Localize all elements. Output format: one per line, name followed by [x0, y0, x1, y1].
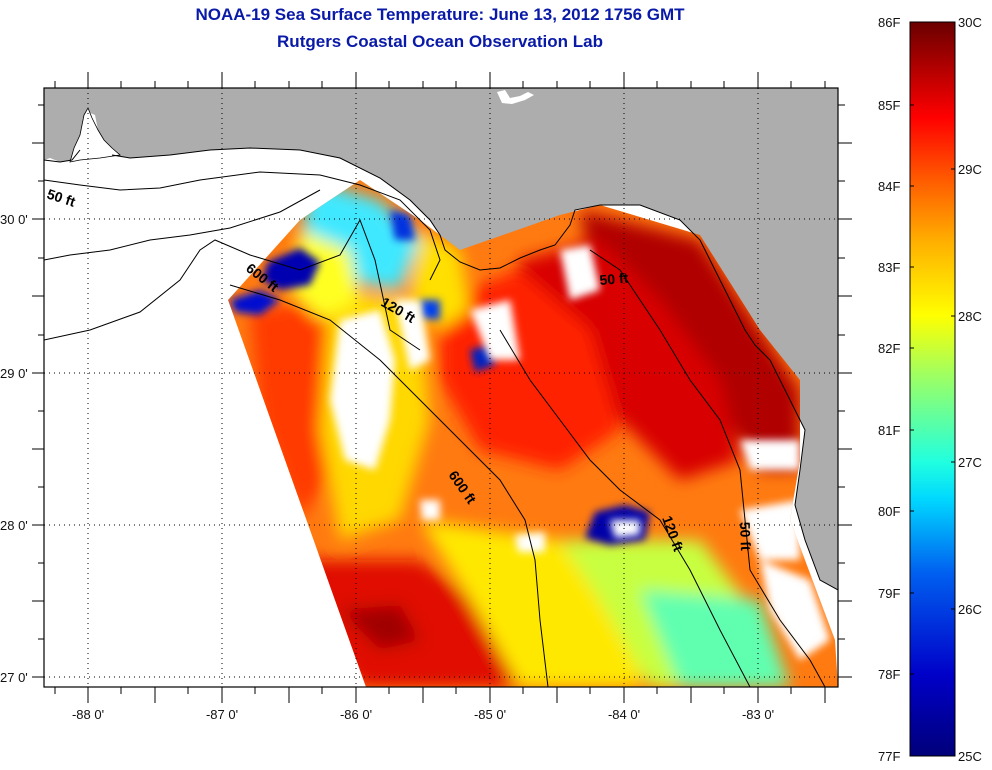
- land-mass: [44, 88, 838, 590]
- colorbar-f-label: 81F: [878, 423, 900, 438]
- contour-shelf-west: [44, 189, 321, 261]
- colorbar-f-label: 79F: [878, 586, 900, 601]
- contour-50ft-east: [589, 249, 826, 687]
- colorbar-c-label: 25C: [958, 749, 982, 764]
- colorbar-f-label: 84F: [878, 179, 900, 194]
- barrier-island: [69, 107, 121, 163]
- colorbar-c-label: 27C: [958, 455, 982, 470]
- y-axis-ticks: [32, 104, 852, 678]
- x-tick-label: -85 0': [474, 707, 506, 722]
- x-tick-label: -88 0': [72, 707, 104, 722]
- plot-frame: [43, 87, 839, 688]
- colorbar-ticks: [910, 104, 955, 675]
- colorbar: [909, 21, 956, 757]
- colorbar-f-label: 80F: [878, 504, 900, 519]
- colorbar-f-label: 77F: [878, 749, 900, 764]
- inland-lake: [497, 90, 534, 104]
- colorbar-c-label: 29C: [958, 162, 982, 177]
- depth-contours: [44, 171, 826, 687]
- x-tick-label: -84 0': [608, 707, 640, 722]
- contour-label: 50 ft: [737, 522, 754, 552]
- contour-50ft-west: [44, 171, 441, 281]
- map-subtitle: Rutgers Coastal Ocean Observation Lab: [277, 32, 603, 51]
- y-tick-label: 27 0': [0, 670, 28, 685]
- map-title: NOAA-19 Sea Surface Temperature: June 13…: [195, 5, 685, 24]
- x-tick-label: -83 0': [742, 707, 774, 722]
- contour-120ft: [44, 218, 751, 687]
- colorbar-f-label: 82F: [878, 341, 900, 356]
- y-tick-label: 29 0': [0, 366, 28, 381]
- y-tick-label: 28 0': [0, 518, 28, 533]
- colorbar-c-label: 28C: [958, 309, 982, 324]
- contour-label: 50 ft: [599, 270, 629, 288]
- colorbar-c-label: 26C: [958, 602, 982, 617]
- coastline: [44, 147, 838, 591]
- y-tick-label: 30 0': [0, 212, 28, 227]
- colorbar-c-label: 30C: [958, 15, 982, 30]
- colorbar-f-label: 78F: [878, 667, 900, 682]
- x-axis-ticks: [54, 72, 826, 703]
- colorbar-f-label: 86F: [878, 15, 900, 30]
- colorbar-f-label: 83F: [878, 260, 900, 275]
- colorbar-f-label: 85F: [878, 98, 900, 113]
- x-tick-label: -86 0': [340, 707, 372, 722]
- contour-600ft: [229, 284, 549, 687]
- x-tick-label: -87 0': [206, 707, 238, 722]
